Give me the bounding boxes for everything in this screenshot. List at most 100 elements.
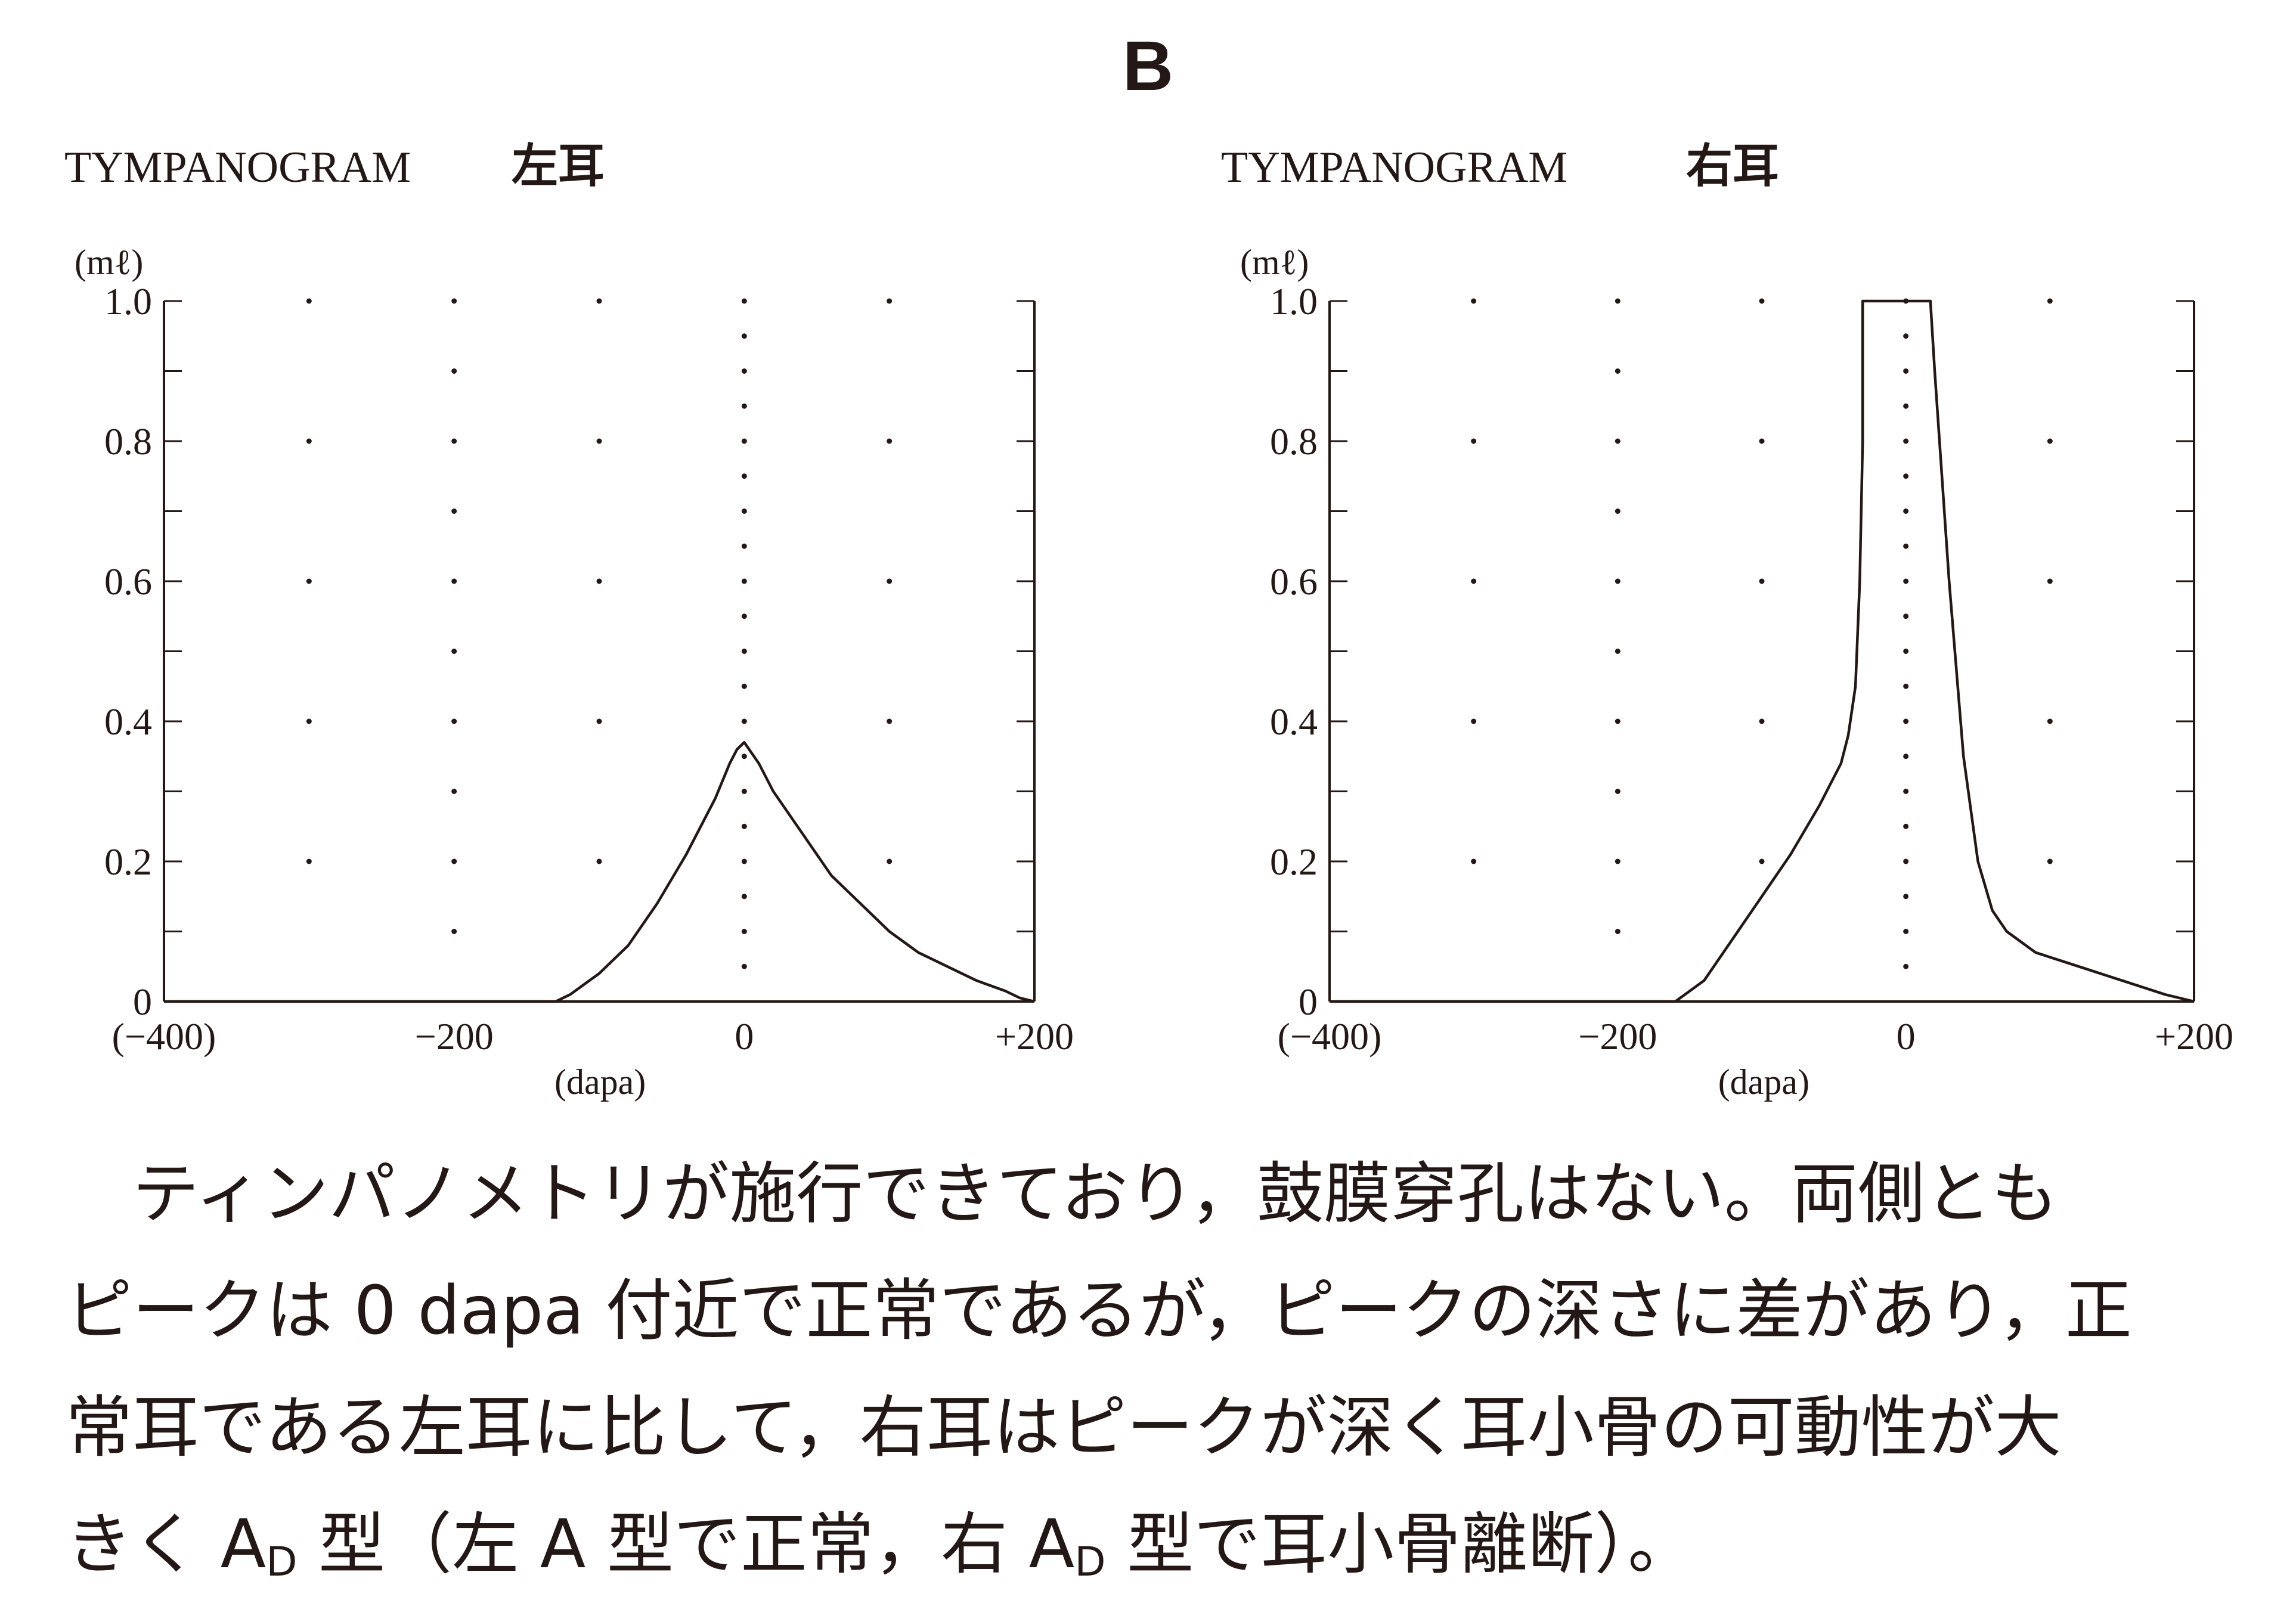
caption-text: きく A	[66, 1506, 267, 1583]
grid-dot	[1759, 298, 1765, 304]
grid-dot	[451, 509, 457, 514]
grid-dot	[1903, 333, 1909, 339]
grid-dot	[596, 578, 602, 584]
grid-dot	[451, 649, 457, 654]
grid-dot	[451, 578, 457, 584]
x-tick-label: 0	[735, 1015, 754, 1058]
grid-dot	[741, 963, 747, 969]
grid-dot	[2047, 578, 2053, 584]
x-tick-label: (−400)	[112, 1015, 216, 1058]
tympanogram-right-ear: TYMPANOGRAM 右耳 0 0.2 0.4 0.6 0.8 1.0(mℓ) (−400…	[1221, 139, 2233, 1102]
grid-dot	[1903, 578, 1909, 584]
x-tick-label: 0	[1897, 1015, 1916, 1058]
grid-dot	[451, 929, 457, 934]
grid-dot	[1471, 858, 1477, 864]
chart-subtitle: 右耳	[1686, 139, 1779, 193]
grid-dot	[741, 683, 747, 689]
caption-line-3: 常耳である左耳に比して，右耳はピークが深く耳小骨の可動性が大	[66, 1389, 2062, 1466]
y-tick-label: 0	[1299, 981, 1318, 1023]
grid-dot	[2047, 718, 2053, 724]
grid-dot	[1903, 823, 1909, 829]
y-tick-label: 1.0	[104, 280, 152, 323]
grid-dot	[1903, 613, 1909, 619]
y-tick-label: 0.4	[1270, 700, 1318, 743]
grid-dot	[741, 858, 747, 864]
grid-dot	[887, 438, 893, 444]
caption-line-4: きく AD 型（左 A 型で正常，右 AD 型で耳小骨離断）。	[66, 1486, 2242, 1603]
grid-dot	[741, 754, 747, 759]
grid-dot	[451, 718, 457, 724]
grid-dot	[1903, 368, 1909, 374]
grid-dot	[306, 298, 312, 304]
grid-dot	[1615, 578, 1620, 584]
grid-dot	[1903, 858, 1909, 864]
y-tick-label: 0.8	[104, 420, 152, 463]
y-tick-label: 0.6	[1270, 560, 1318, 603]
grid-dot	[2047, 858, 2053, 864]
grid-dot	[1903, 963, 1909, 969]
grid-dot	[1615, 858, 1620, 864]
y-tick-label: 0.8	[1270, 420, 1318, 463]
caption-subscript: D	[1074, 1539, 1106, 1586]
grid-dot	[741, 894, 747, 900]
grid-dot	[1471, 578, 1477, 584]
grid-dot	[1615, 789, 1620, 794]
grid-dot	[1903, 929, 1909, 934]
grid-dot	[451, 789, 457, 794]
x-axis-label: (dapa)	[554, 1062, 646, 1102]
grid-dot	[1903, 754, 1909, 759]
grid-dot	[1903, 473, 1909, 479]
grid-dot	[1903, 789, 1909, 794]
grid-dot	[741, 543, 747, 549]
x-tick-label: +200	[2155, 1015, 2233, 1058]
x-tick-label: +200	[995, 1015, 1074, 1058]
grid-dot	[1615, 368, 1620, 374]
grid-dot	[596, 718, 602, 724]
x-axis-label: (dapa)	[1718, 1062, 1809, 1102]
y-tick-label: 1.0	[1270, 280, 1318, 323]
caption-text: 型で耳小骨離断）。	[1105, 1506, 1695, 1583]
grid-dot	[1615, 649, 1620, 654]
grid-dot	[596, 858, 602, 864]
grid-dot	[1903, 403, 1909, 409]
grid-dot	[887, 298, 893, 304]
grid-dot	[887, 578, 893, 584]
grid-dot	[1903, 509, 1909, 514]
grid-dot	[1471, 298, 1477, 304]
x-tick-label: (−400)	[1278, 1015, 1382, 1058]
grid-dot	[1903, 649, 1909, 654]
grid-dot	[741, 438, 747, 444]
grid-dot	[1759, 718, 1765, 724]
grid-dot	[741, 823, 747, 829]
y-tick-label: 0.4	[104, 700, 152, 743]
tympanogram-figure: TYMPANOGRAM 左耳 00.20.40.60.81.0(mℓ)(−400…	[64, 139, 2233, 1102]
grid-dot	[1903, 438, 1909, 444]
y-tick-label: 0.2	[1270, 841, 1318, 883]
grid-dot	[741, 298, 747, 304]
grid-dot	[887, 858, 893, 864]
grid-dot	[2047, 298, 2053, 304]
grid-dot	[741, 789, 747, 794]
grid-dot	[741, 509, 747, 514]
chart-subtitle: 左耳	[512, 139, 605, 193]
series-line	[1330, 299, 2195, 1003]
y-axis-label: (mℓ)	[1240, 243, 1309, 282]
y-tick-label: 0	[133, 981, 152, 1023]
grid-dot	[741, 403, 747, 409]
grid-dot	[1759, 578, 1765, 584]
grid-dot	[306, 578, 312, 584]
tympanogram-left-ear: TYMPANOGRAM 左耳 0 0.2 0.4 0.6 0.8 1.0(mℓ) (−400…	[64, 139, 1074, 1102]
grid-dot	[596, 298, 602, 304]
y-axis-label: (mℓ)	[75, 243, 143, 282]
grid-dot	[1471, 438, 1477, 444]
caption: ティンパノメトリが施行できており，鼓膜穿孔はない。両側とも ピークは 0 dap…	[66, 1136, 2242, 1603]
chart-title: TYMPANOGRAM	[1221, 143, 1567, 192]
grid-dot	[451, 858, 457, 864]
grid-dot	[451, 368, 457, 374]
panel-letter: B	[1122, 27, 1174, 106]
x-tick-label: −200	[1578, 1015, 1657, 1058]
grid-dot	[1903, 543, 1909, 549]
grid-dot	[1615, 929, 1620, 934]
grid-dot	[887, 718, 893, 724]
grid-dot	[1759, 858, 1765, 864]
